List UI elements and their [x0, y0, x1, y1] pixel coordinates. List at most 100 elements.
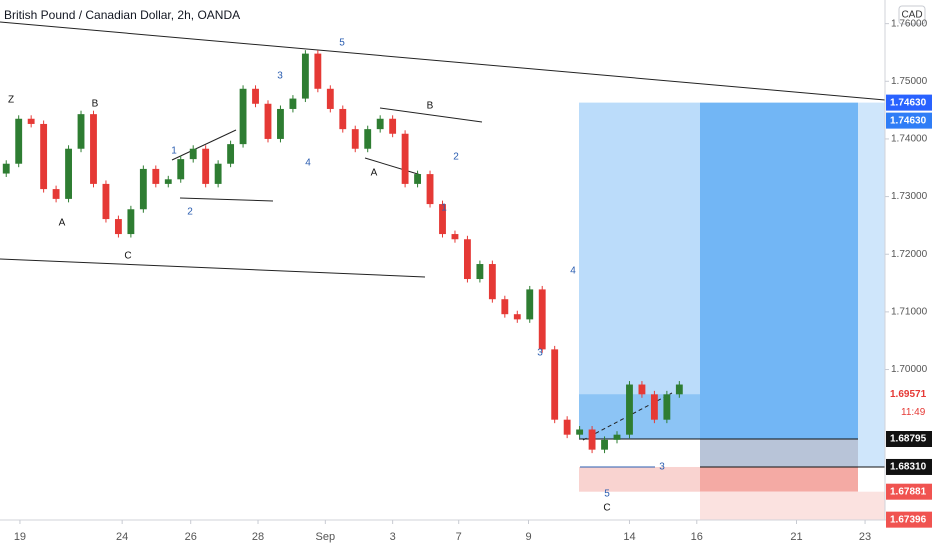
countdown-tag — [886, 404, 932, 421]
candle-body — [227, 144, 235, 164]
trend-line — [179, 197, 274, 202]
candle-body — [90, 114, 97, 184]
candle-body — [626, 384, 633, 435]
x-tick-label: 21 — [790, 531, 802, 543]
trend-line — [0, 21, 886, 101]
candle-body — [239, 88, 247, 145]
candle-body — [214, 163, 222, 184]
candle-body — [177, 159, 185, 180]
y-tick-label: 1.76000 — [891, 18, 928, 29]
candle-body — [588, 429, 596, 450]
target-zone — [858, 102, 885, 467]
candle-body — [638, 384, 646, 395]
target-zone — [700, 102, 858, 440]
stop-zone — [579, 466, 700, 492]
currency-box[interactable] — [898, 5, 926, 25]
wave-label: 5 — [339, 38, 345, 49]
wave-label: C — [603, 503, 610, 514]
price-tag — [886, 112, 932, 129]
y-tick-label: 1.74000 — [891, 134, 928, 145]
candle-body — [339, 108, 347, 130]
drawings — [0, 21, 886, 468]
candle-body — [127, 209, 135, 235]
wave-label: 3 — [537, 348, 543, 359]
candle-body — [264, 103, 272, 139]
wave-label: 3 — [659, 462, 665, 473]
candle-body — [40, 123, 48, 190]
price-tag — [886, 94, 932, 111]
candle-body — [364, 129, 372, 149]
wave-label: 3 — [277, 71, 283, 82]
x-tick-label: 26 — [185, 531, 197, 543]
candle-body — [613, 434, 621, 440]
candle-body — [52, 189, 60, 199]
candle-body — [513, 314, 521, 320]
x-tick-label: 24 — [116, 531, 128, 543]
y-tick-label: 1.70000 — [891, 364, 928, 375]
candle-body — [439, 204, 446, 235]
price-tag-label: 1.68310 — [890, 462, 927, 473]
x-tick-label: Sep — [316, 531, 336, 543]
countdown: 11:49 — [901, 407, 926, 418]
candle-body — [314, 53, 322, 89]
target-zone — [579, 102, 700, 440]
x-tick-label: 28 — [252, 531, 264, 543]
candle-body — [601, 439, 608, 450]
candle-body — [526, 289, 534, 320]
wave-label: 2 — [187, 207, 193, 218]
currency[interactable]: CAD — [901, 10, 922, 21]
candle-body — [202, 148, 210, 184]
price-tag-label: 1.67396 — [890, 514, 927, 525]
price-tag — [886, 483, 932, 500]
y-tick-label: 1.73000 — [891, 191, 928, 202]
wave-label: B — [427, 101, 434, 112]
y-tick-label: 1.71000 — [891, 307, 928, 318]
candle-body — [189, 148, 197, 160]
stop-zone — [700, 491, 885, 520]
wave-label: A — [371, 168, 378, 179]
price-tag-label: 1.67881 — [890, 486, 927, 497]
candle-body — [401, 133, 409, 184]
candle-body — [277, 108, 284, 139]
candle-body — [563, 419, 571, 435]
candle-body — [102, 183, 110, 220]
wave-label: 1 — [171, 146, 177, 157]
candle-body — [551, 349, 559, 420]
candle-body — [376, 118, 384, 130]
x-tick-label: 19 — [14, 531, 26, 543]
candle-body — [576, 429, 584, 435]
x-tick-label: 16 — [691, 531, 703, 543]
candle-body — [289, 98, 297, 109]
profit-zone — [579, 394, 700, 440]
chart-title: British Pound / Canadian Dollar, 2h, OAN… — [4, 8, 240, 22]
candle-body — [464, 239, 471, 280]
candle-body — [2, 163, 10, 174]
y-tick-label: 1.75000 — [891, 76, 928, 87]
candle-body — [114, 219, 122, 235]
trend-line — [364, 157, 422, 176]
candle-body — [426, 174, 434, 205]
candle-body — [538, 289, 546, 350]
wave-label: 2 — [453, 152, 459, 163]
fill-zone — [700, 439, 858, 467]
x-tick-label: 7 — [456, 531, 462, 543]
price-tag — [886, 458, 932, 475]
wave-label: 4 — [305, 158, 311, 169]
price-tag-label: 1.74630 — [890, 115, 927, 126]
trend-line — [379, 107, 483, 123]
price-tag — [886, 511, 932, 528]
candle-body — [451, 234, 459, 240]
price-tag — [886, 431, 932, 448]
candle-body — [675, 384, 683, 395]
candle-body — [139, 168, 147, 210]
x-tick-label: 3 — [390, 531, 396, 543]
wave-label: 4 — [570, 266, 576, 277]
wave-label: B — [92, 99, 99, 110]
candle-body — [65, 148, 72, 199]
candle-body — [326, 88, 334, 109]
candle-body — [650, 394, 658, 420]
wave-label: 1 — [441, 203, 447, 214]
trend-line — [0, 258, 426, 278]
position-tool — [579, 102, 885, 520]
wave-label: A — [59, 218, 66, 229]
